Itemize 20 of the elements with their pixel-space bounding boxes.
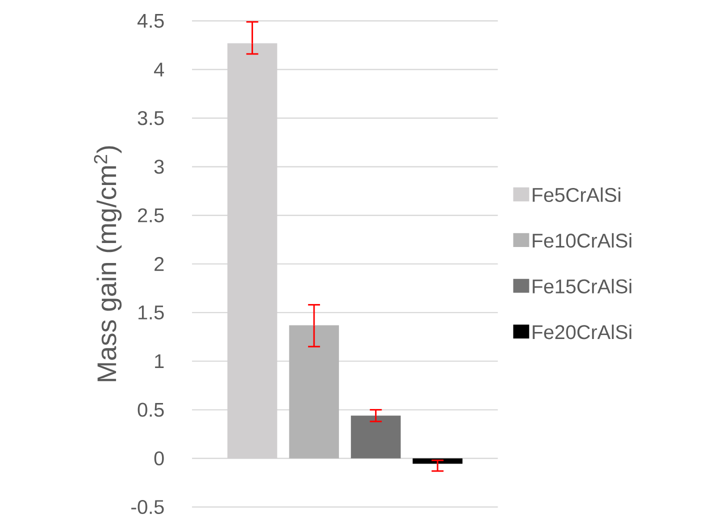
- y-axis-title: Mass gain (mg/cm$^{2}$): [94, 146, 122, 382]
- legend-label: Fe5CrAlSi: [532, 187, 620, 202]
- y-tick-label: 3: [154, 160, 164, 174]
- legend-label: Fe15CrAlSi: [532, 278, 632, 294]
- y-tick-label: 4.5: [137, 14, 164, 28]
- y-tick-label: 4: [154, 62, 164, 76]
- y-tick-label: 2: [154, 257, 164, 271]
- y-tick-label: 1: [155, 354, 164, 368]
- bar: [350, 416, 401, 458]
- y-tick-label: 0.5: [138, 402, 164, 417]
- bar: [289, 325, 339, 458]
- y-tick-label: 0: [154, 451, 164, 466]
- bar: [412, 458, 462, 464]
- legend-label: Fe20CrAlSi: [532, 324, 632, 340]
- y-tick-label: 1.5: [138, 306, 164, 320]
- bar: [227, 43, 278, 458]
- legend-label: Fe10CrAlSi: [532, 233, 632, 248]
- y-tick-label: 2.5: [138, 208, 164, 222]
- y-tick-label: 3.5: [138, 111, 164, 126]
- y-tick-label: -0.5: [131, 500, 164, 514]
